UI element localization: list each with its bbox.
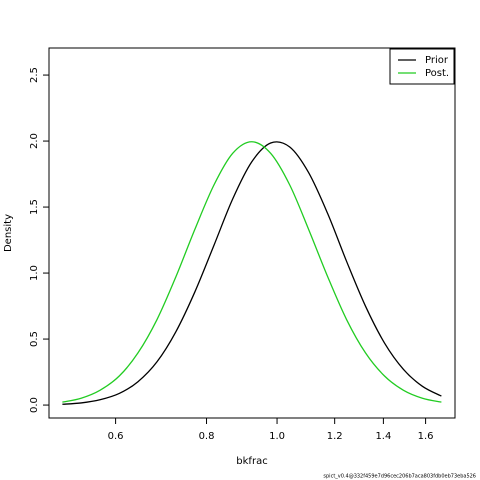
legend-label: Post. (425, 68, 449, 79)
x-tick-label: 0.8 (199, 431, 215, 442)
y-tick-label: 2.5 (29, 67, 40, 83)
y-tick-label: 2.0 (29, 133, 40, 149)
density-line (62, 141, 442, 405)
y-tick-label: 0.5 (29, 331, 40, 347)
x-tick-label: 0.6 (108, 431, 124, 442)
legend-box (389, 48, 455, 85)
y-tick-label: 0.0 (29, 397, 40, 413)
plot-frame (48, 47, 456, 419)
x-tick-label: 1.2 (327, 431, 343, 442)
y-tick-label: 1.5 (29, 199, 40, 215)
y-tick-label: 1.0 (29, 265, 40, 281)
legend-label: Prior (425, 55, 449, 66)
density-line (62, 141, 442, 403)
footnote: spict_v0.4@332f459e7d96cec206b7aca803fdb… (323, 474, 476, 480)
x-axis-label: bkfrac (236, 456, 267, 467)
x-tick-label: 1.0 (269, 431, 285, 442)
x-tick-label: 1.6 (418, 431, 434, 442)
x-tick-label: 1.4 (375, 431, 391, 442)
y-axis-label: Density (3, 214, 14, 252)
